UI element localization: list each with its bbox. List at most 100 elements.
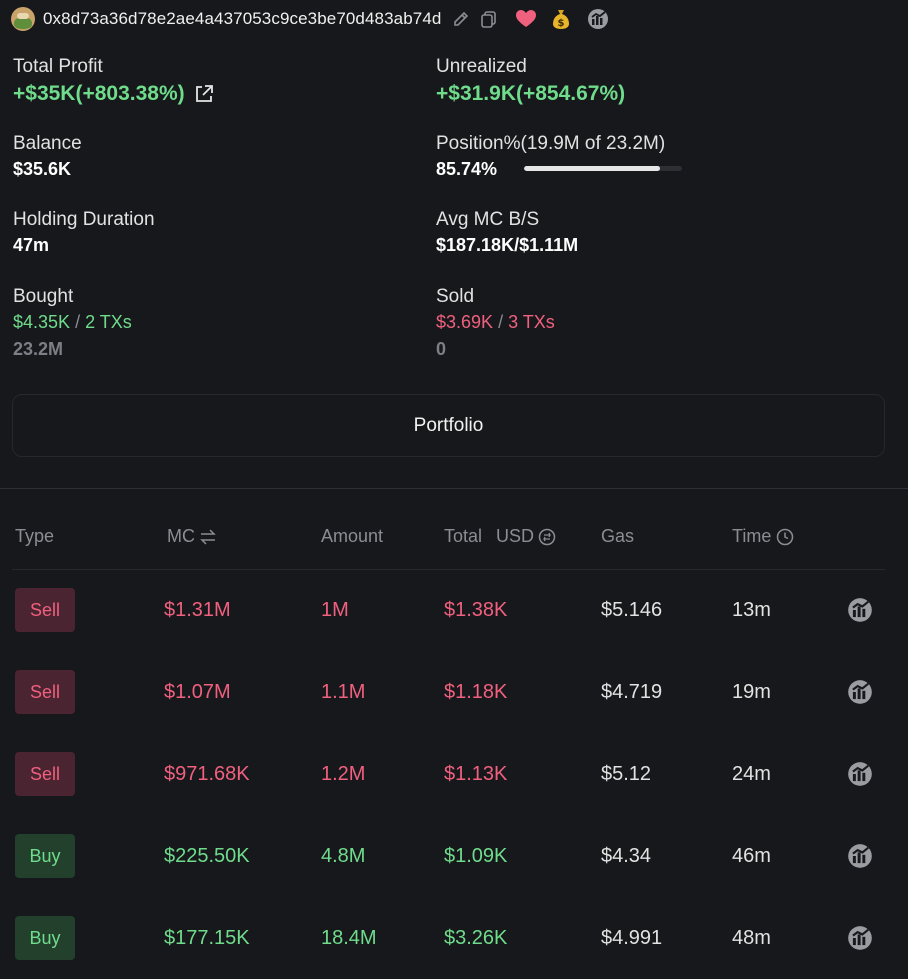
- total-profit-value: +$35K(+803.38%): [13, 82, 185, 105]
- holding-duration-block: Holding Duration 47m: [13, 209, 155, 256]
- header-mc[interactable]: MC: [167, 526, 217, 547]
- avg-mc-block: Avg MC B/S $187.18K/$1.11M: [436, 209, 578, 256]
- time-cell: 46m: [732, 844, 771, 867]
- sell-badge: Sell: [15, 752, 75, 796]
- avg-mc-value: $187.18K/$1.11M: [436, 235, 579, 255]
- type-cell: Sell: [15, 569, 75, 651]
- position-progress-bar: [524, 165, 683, 171]
- avatar[interactable]: [11, 7, 35, 31]
- amount-cell: 4.8M: [321, 844, 366, 867]
- gas-cell: $4.991: [601, 926, 663, 949]
- table-row[interactable]: Sell $971.68K 1.2M $1.13K $5.12 24m: [0, 733, 908, 815]
- total-cell: $3.26K: [444, 926, 508, 949]
- table-header-divider: [12, 569, 885, 570]
- share-icon[interactable]: [193, 83, 215, 105]
- amount-cell: 1.2M: [321, 762, 366, 785]
- portfolio-button[interactable]: Portfolio: [12, 394, 885, 457]
- position-value: 85.74%: [436, 159, 498, 179]
- table-row[interactable]: Buy $177.15K 18.4M $3.26K $4.991 48m: [0, 897, 908, 979]
- chart-icon[interactable]: [847, 651, 873, 733]
- chart-icon[interactable]: [847, 815, 873, 897]
- total-cell: $1.18K: [444, 680, 508, 703]
- mc-cell: $225.50K: [164, 844, 250, 867]
- heart-icon[interactable]: [515, 9, 537, 29]
- avg-mc-label: Avg MC B/S: [436, 209, 540, 230]
- money-bag-icon[interactable]: $: [551, 8, 571, 30]
- header-time[interactable]: Time: [732, 526, 794, 547]
- buy-badge: Buy: [15, 916, 75, 960]
- sold-separator: /: [493, 312, 509, 332]
- svg-text:$: $: [558, 18, 565, 29]
- header-total-label: Total: [444, 526, 483, 546]
- bought-label: Bought: [13, 286, 74, 307]
- mc-cell: $1.07M: [164, 680, 231, 703]
- sell-badge: Sell: [15, 588, 75, 632]
- position-block: Position%(19.9M of 23.2M) 85.74%: [436, 133, 683, 180]
- unrealized-label: Unrealized: [436, 56, 527, 77]
- currency-toggle-icon[interactable]: [538, 528, 556, 546]
- balance-value: $35.6K: [13, 159, 72, 179]
- sold-amount: $3.69K: [436, 312, 494, 332]
- balance-label: Balance: [13, 133, 82, 154]
- bought-separator: /: [70, 312, 86, 332]
- unrealized-block: Unrealized +$31.9K(+854.67%): [436, 56, 625, 106]
- table-row[interactable]: Buy $225.50K 4.8M $1.09K $4.34 46m: [0, 815, 908, 897]
- header-amount: Amount: [321, 526, 384, 546]
- section-divider: [0, 488, 908, 489]
- table-row[interactable]: Sell $1.07M 1.1M $1.18K $4.719 19m: [0, 651, 908, 733]
- edit-icon[interactable]: [451, 9, 471, 29]
- position-label: Position%(19.9M of 23.2M): [436, 133, 666, 154]
- buy-badge: Buy: [15, 834, 75, 878]
- swap-icon[interactable]: [199, 528, 217, 545]
- bought-amount: $4.35K: [13, 312, 71, 332]
- mc-cell: $177.15K: [164, 926, 250, 949]
- type-cell: Sell: [15, 733, 75, 815]
- amount-cell: 1M: [321, 598, 349, 621]
- header-total: Total USD: [444, 526, 556, 547]
- time-cell: 48m: [732, 926, 771, 949]
- sell-badge: Sell: [15, 670, 75, 714]
- sold-tokens: 0: [436, 339, 447, 359]
- balance-block: Balance $35.6K: [13, 133, 82, 180]
- amount-cell: 1.1M: [321, 680, 366, 703]
- header-type: Type: [15, 526, 55, 546]
- header-gas: Gas: [601, 526, 635, 546]
- gas-cell: $5.146: [601, 598, 663, 621]
- gas-cell: $5.12: [601, 762, 652, 785]
- time-cell: 24m: [732, 762, 771, 785]
- header-time-label: Time: [732, 526, 772, 546]
- amount-cell: 18.4M: [321, 926, 377, 949]
- bought-txs: 2 TXs: [85, 312, 132, 332]
- type-cell: Buy: [15, 815, 75, 897]
- sold-label: Sold: [436, 286, 475, 307]
- type-cell: Buy: [15, 897, 75, 979]
- unrealized-value: +$31.9K(+854.67%): [436, 82, 626, 105]
- total-profit-label: Total Profit: [13, 56, 103, 77]
- type-cell: Sell: [15, 651, 75, 733]
- chart-icon[interactable]: [587, 8, 609, 30]
- sold-txs: 3 TXs: [508, 312, 555, 332]
- clock-icon[interactable]: [776, 528, 794, 546]
- header-mc-label: MC: [167, 526, 195, 546]
- mc-cell: $1.31M: [164, 598, 231, 621]
- time-cell: 19m: [732, 680, 771, 703]
- chart-icon[interactable]: [847, 569, 873, 651]
- copy-icon[interactable]: [479, 9, 499, 29]
- bought-tokens: 23.2M: [13, 339, 64, 359]
- header-usd-label[interactable]: USD: [496, 526, 535, 546]
- wallet-header: 0x8d73a36d78e2ae4a437053c9ce3be70d483ab7…: [11, 6, 609, 32]
- gas-cell: $4.34: [601, 844, 652, 867]
- chart-icon[interactable]: [847, 897, 873, 979]
- total-cell: $1.09K: [444, 844, 508, 867]
- wallet-address[interactable]: 0x8d73a36d78e2ae4a437053c9ce3be70d483ab7…: [43, 9, 442, 28]
- trades-table-header: Type MC Amount Total USD Gas Time: [0, 522, 908, 552]
- table-row[interactable]: Sell $1.31M 1M $1.38K $5.146 13m: [0, 569, 908, 651]
- total-cell: $1.38K: [444, 598, 508, 621]
- total-profit-block: Total Profit +$35K(+803.38%): [13, 56, 215, 106]
- sold-block: Sold $3.69K / 3 TXs 0: [436, 286, 555, 360]
- chart-icon[interactable]: [847, 733, 873, 815]
- bought-block: Bought $4.35K / 2 TXs 23.2M: [13, 286, 132, 360]
- gas-cell: $4.719: [601, 680, 663, 703]
- total-cell: $1.13K: [444, 762, 508, 785]
